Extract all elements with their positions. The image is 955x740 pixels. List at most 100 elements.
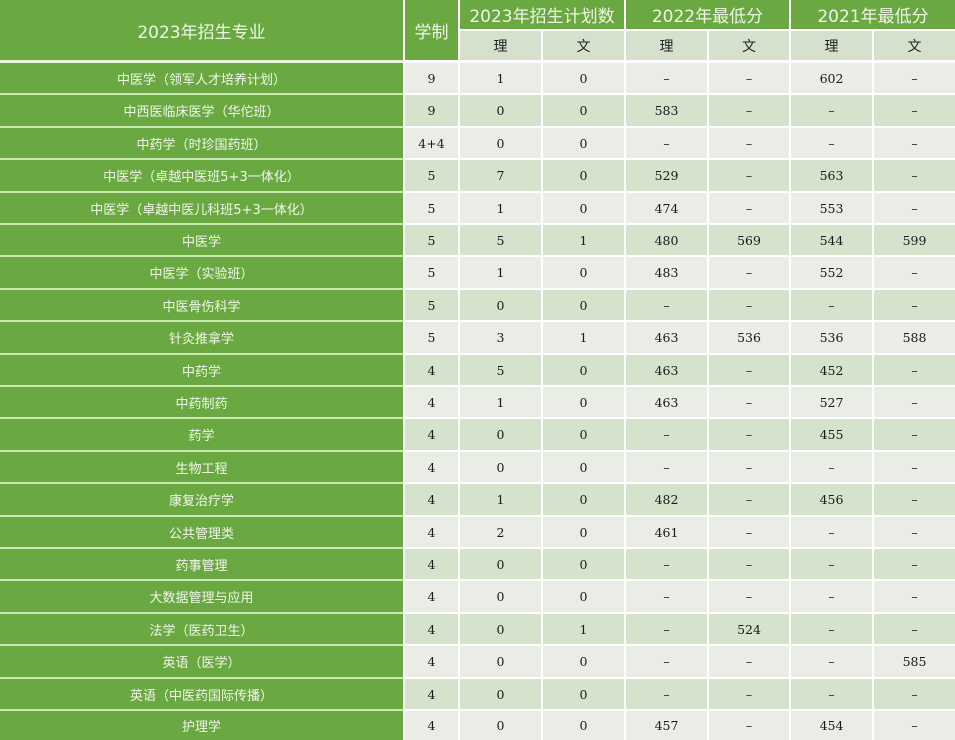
- plan-arts-cell: 0: [543, 355, 624, 385]
- score-2021-sci-cell: 456: [791, 484, 872, 515]
- row-divider: [0, 320, 403, 322]
- plan-sci-cell: 1: [460, 484, 541, 515]
- duration-cell: 5: [405, 160, 458, 191]
- plan-sci-cell: 3: [460, 322, 541, 353]
- score-2021-sci-cell: –: [791, 646, 872, 677]
- major-cell: 中医学（卓越中医班5+3一体化）: [0, 160, 403, 191]
- score-2021-arts-cell: –: [874, 517, 955, 547]
- row-divider: [0, 709, 403, 711]
- major-cell: 中医学: [0, 225, 403, 255]
- score-2021-sci-cell: –: [791, 581, 872, 612]
- score-2021-arts-cell: –: [874, 257, 955, 288]
- duration-cell: 4: [405, 387, 458, 417]
- plan-sci-cell: 0: [460, 549, 541, 579]
- duration-cell: 4: [405, 484, 458, 515]
- score-2022-arts-cell: 536: [709, 322, 789, 353]
- major-cell: 中药学（时珍国药班）: [0, 128, 403, 158]
- score-2022-sci-cell: 457: [626, 711, 707, 740]
- row-divider: [0, 579, 403, 581]
- score-2021-arts-cell: –: [874, 711, 955, 740]
- subheader-plan-arts: 文: [543, 31, 624, 60]
- duration-cell: 5: [405, 257, 458, 288]
- major-cell: 药事管理: [0, 549, 403, 579]
- score-2022-arts-cell: –: [709, 95, 789, 126]
- plan-arts-cell: 0: [543, 387, 624, 417]
- score-2021-arts-cell: –: [874, 679, 955, 709]
- score-2022-sci-cell: –: [626, 614, 707, 644]
- row-divider: [0, 482, 403, 484]
- score-2021-sci-cell: –: [791, 679, 872, 709]
- plan-arts-cell: 1: [543, 225, 624, 255]
- row-divider: [0, 158, 403, 160]
- score-2021-sci-cell: 527: [791, 387, 872, 417]
- score-2021-sci-cell: –: [791, 614, 872, 644]
- row-divider: [0, 547, 403, 549]
- major-cell: 英语（中医药国际传播）: [0, 679, 403, 709]
- score-2021-arts-cell: –: [874, 95, 955, 126]
- plan-arts-cell: 0: [543, 63, 624, 93]
- score-2022-arts-cell: –: [709, 160, 789, 191]
- major-cell: 英语（医学）: [0, 646, 403, 677]
- plan-sci-cell: 0: [460, 95, 541, 126]
- plan-sci-cell: 0: [460, 679, 541, 709]
- score-2021-arts-cell: –: [874, 484, 955, 515]
- plan-arts-cell: 0: [543, 257, 624, 288]
- duration-cell: 4: [405, 517, 458, 547]
- plan-sci-cell: 0: [460, 452, 541, 482]
- major-cell: 公共管理类: [0, 517, 403, 547]
- score-2022-arts-cell: –: [709, 581, 789, 612]
- score-2022-arts-cell: –: [709, 646, 789, 677]
- row-divider: [0, 677, 403, 679]
- duration-cell: 4: [405, 452, 458, 482]
- score-2021-sci-cell: 454: [791, 711, 872, 740]
- plan-arts-cell: 0: [543, 679, 624, 709]
- duration-cell: 4: [405, 581, 458, 612]
- plan-arts-cell: 0: [543, 711, 624, 740]
- score-2021-arts-cell: 599: [874, 225, 955, 255]
- score-2022-sci-cell: –: [626, 128, 707, 158]
- score-2021-sci-cell: 563: [791, 160, 872, 191]
- duration-cell: 4: [405, 614, 458, 644]
- row-divider: [0, 191, 403, 193]
- major-cell: 法学（医药卫生）: [0, 614, 403, 644]
- plan-sci-cell: 0: [460, 419, 541, 450]
- score-2022-sci-cell: –: [626, 452, 707, 482]
- duration-cell: 5: [405, 193, 458, 223]
- subheader-2022-arts: 文: [709, 31, 789, 60]
- duration-cell: 9: [405, 95, 458, 126]
- score-2021-sci-cell: 455: [791, 419, 872, 450]
- score-2022-sci-cell: –: [626, 679, 707, 709]
- score-2021-arts-cell: 588: [874, 322, 955, 353]
- row-divider: [0, 288, 403, 290]
- major-cell: 中医学（卓越中医儿科班5+3一体化）: [0, 193, 403, 223]
- score-2022-sci-cell: –: [626, 549, 707, 579]
- score-2021-arts-cell: –: [874, 452, 955, 482]
- score-2021-arts-cell: –: [874, 128, 955, 158]
- row-divider: [0, 126, 403, 128]
- score-2022-sci-cell: –: [626, 646, 707, 677]
- score-2022-sci-cell: 463: [626, 355, 707, 385]
- major-cell: 针灸推拿学: [0, 322, 403, 353]
- score-2022-arts-cell: –: [709, 484, 789, 515]
- score-2021-arts-cell: –: [874, 355, 955, 385]
- score-2021-arts-cell: –: [874, 581, 955, 612]
- score-2022-arts-cell: –: [709, 452, 789, 482]
- header-min-2022: 2022年最低分: [626, 0, 789, 29]
- score-2021-arts-cell: 585: [874, 646, 955, 677]
- major-cell: 中医骨伤科学: [0, 290, 403, 320]
- plan-sci-cell: 5: [460, 355, 541, 385]
- score-2021-arts-cell: –: [874, 387, 955, 417]
- score-2022-sci-cell: 461: [626, 517, 707, 547]
- score-2021-sci-cell: –: [791, 452, 872, 482]
- row-divider: [0, 385, 403, 387]
- row-divider: [0, 353, 403, 355]
- score-2022-arts-cell: –: [709, 387, 789, 417]
- duration-cell: 4: [405, 711, 458, 740]
- score-2021-arts-cell: –: [874, 290, 955, 320]
- duration-cell: 4: [405, 679, 458, 709]
- score-2021-sci-cell: –: [791, 549, 872, 579]
- duration-cell: 5: [405, 290, 458, 320]
- plan-sci-cell: 0: [460, 614, 541, 644]
- subheader-2022-sci: 理: [626, 31, 707, 60]
